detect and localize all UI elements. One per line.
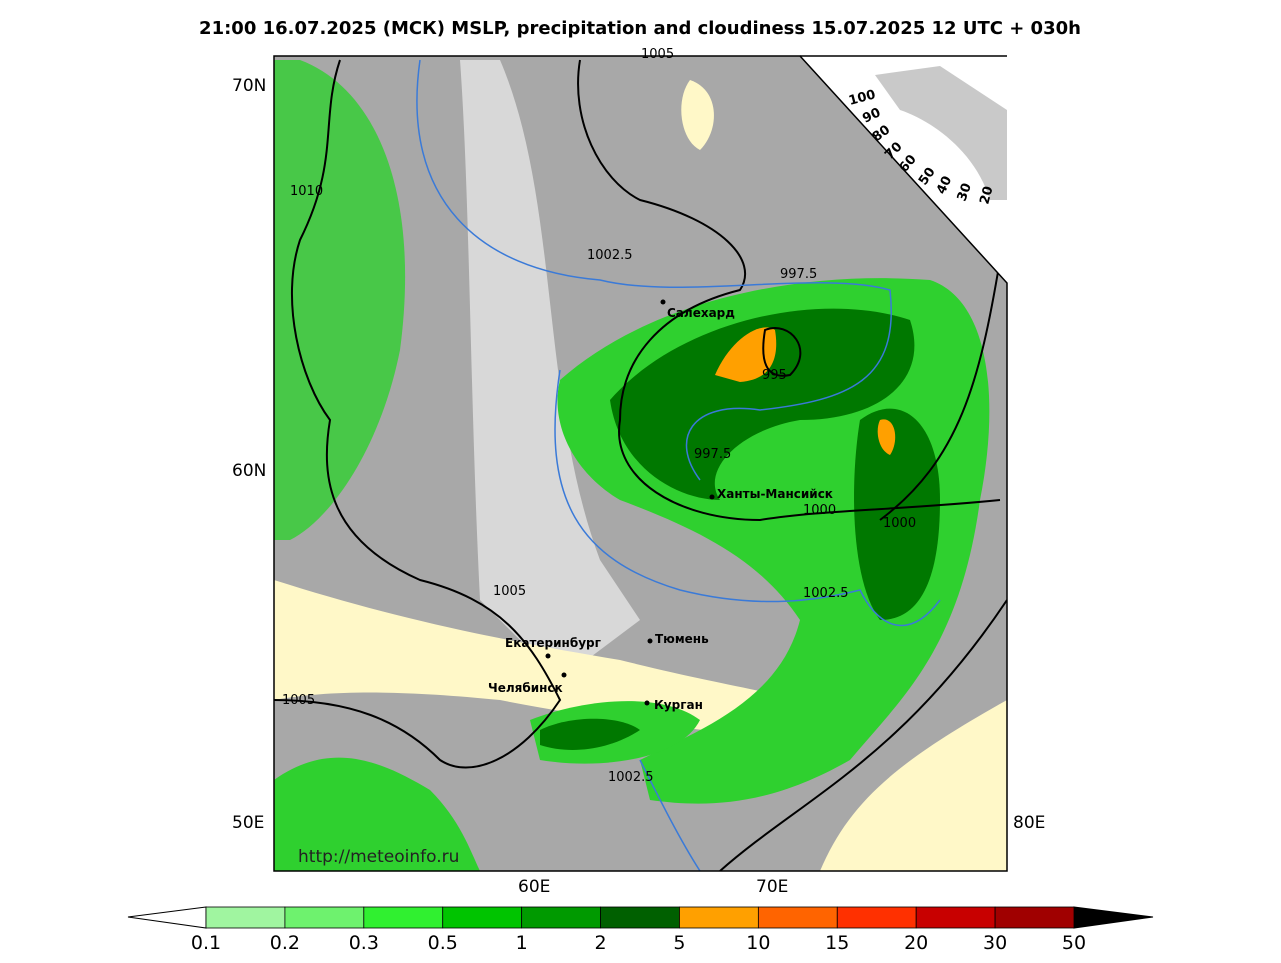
colorbar-label: 5 (673, 932, 685, 954)
colorbar-segment (363, 906, 444, 929)
colorbar-segment (521, 906, 601, 929)
colorbar-label: 50 (1062, 932, 1086, 954)
lon-label: 70E (756, 877, 788, 897)
colorbar-label: 0.1 (191, 932, 221, 954)
title: 21:00 16.07.2025 (МСК) MSLP, precipitati… (199, 18, 1081, 39)
colorbar-segment (284, 906, 365, 929)
cloud-label: 90 (860, 105, 883, 126)
colorbar-segment (205, 906, 286, 929)
cloud-label: 50 (916, 165, 939, 188)
isobar-label: 1000 (803, 503, 836, 518)
isobar-label: 1002.5 (803, 586, 849, 601)
colorbar-segment (915, 906, 996, 929)
colorbar-segment (442, 906, 523, 929)
lat-label: 60N (232, 461, 266, 481)
isobar-label: 1002.5 (587, 248, 633, 263)
colorbar-segment (836, 906, 917, 929)
colorbar-label: 0.5 (428, 932, 458, 954)
cloud-label: 100 (847, 87, 877, 109)
cloud-label: 30 (955, 181, 975, 203)
lon-label: 60E (518, 877, 550, 897)
isobar-label: 1002.5 (608, 770, 654, 785)
lon-label: 50E (232, 813, 264, 833)
colorbar-label: 2 (594, 932, 606, 954)
colorbar: 0.1 0.2 0.3 0.5 1 2 5 10 15 20 30 50 (127, 906, 1154, 954)
cloud-scale (875, 66, 1007, 200)
city: Ханты-Мансийск (717, 487, 833, 501)
lon-label: 80E (1013, 813, 1045, 833)
isobar-label: 1005 (641, 47, 674, 62)
colorbar-label: 0.3 (349, 932, 379, 954)
colorbar-label: 10 (746, 932, 770, 954)
city: Курган (654, 698, 703, 712)
source-url: http://meteoinfo.ru (298, 847, 459, 867)
city: Салехард (667, 306, 735, 320)
colorbar-segment (600, 906, 680, 929)
lat-label: 70N (232, 76, 266, 96)
map-frame (273, 55, 1008, 872)
isobar-label: 995 (762, 368, 787, 383)
colorbar-label: 0.2 (270, 932, 300, 954)
isobar-label: 997.5 (694, 447, 731, 462)
city: Екатеринбург (505, 636, 601, 650)
colorbar-label: 15 (825, 932, 849, 954)
isobar-label: 1005 (493, 584, 526, 599)
colorbar-label: 30 (983, 932, 1007, 954)
cloud-label: 20 (977, 185, 996, 206)
cloud-label: 40 (934, 174, 955, 197)
isobar-label: 1000 (883, 516, 916, 531)
map (274, 56, 1007, 871)
colorbar-segment (994, 906, 1075, 929)
colorbar-label: 1 (516, 932, 528, 954)
colorbar-segment (757, 906, 838, 929)
colorbar-label: 20 (904, 932, 928, 954)
isobar-label: 1010 (290, 184, 323, 199)
isobar-label: 1005 (282, 693, 315, 708)
isobar-label: 997.5 (780, 267, 817, 282)
colorbar-segment (679, 906, 759, 929)
city: Челябинск (488, 681, 563, 695)
city: Тюмень (655, 632, 709, 646)
